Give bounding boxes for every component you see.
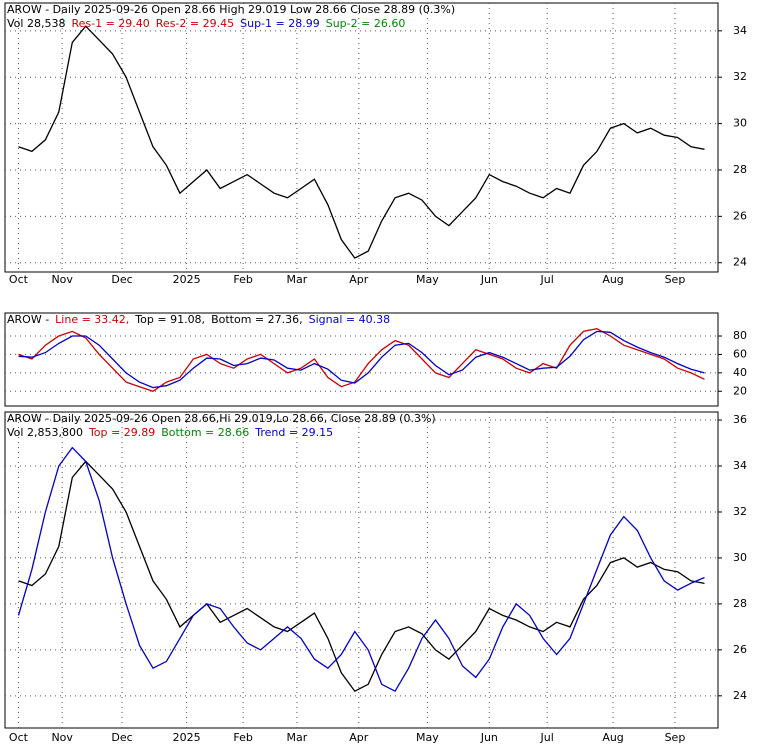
y-tick-label: 20 xyxy=(733,384,747,397)
x-tick-label: Sep xyxy=(665,273,686,286)
x-tick-label: Dec xyxy=(111,731,132,744)
y-tick-label: 40 xyxy=(733,366,747,379)
x-tick-label: 2025 xyxy=(173,273,201,286)
x-tick-label: 2025 xyxy=(173,731,201,744)
legend-entry: Top = 91.08, xyxy=(134,313,205,326)
x-tick-label: Oct xyxy=(9,273,29,286)
panel-title: AROW - Line = 33.42, Top = 91.08, Bottom = … xyxy=(7,313,390,326)
panel-legend: Vol 28,538 Res-1 = 29.40 Res-2 = 29.45 Sup-… xyxy=(7,17,405,30)
legend-entry: Sup-2 = 26.60 xyxy=(326,17,406,30)
price-line xyxy=(18,330,705,389)
y-tick-label: 26 xyxy=(733,209,747,222)
x-tick-label: Aug xyxy=(602,273,623,286)
x-tick-label: Mar xyxy=(287,273,308,286)
x-tick-label: Mar xyxy=(287,731,308,744)
y-tick-label: 26 xyxy=(733,643,747,656)
price-line xyxy=(18,328,705,393)
panel-title: AROW - Daily 2025-09-26 Open 28.66 High … xyxy=(7,3,455,16)
y-tick-label: 28 xyxy=(733,163,747,176)
legend-entry: Trend = 29.15 xyxy=(254,426,333,439)
title-text: AROW - Daily 2025-09-26 Open 28.66 High … xyxy=(7,3,455,16)
panel-legend: Vol 2,853,800 Top = 29.89 Bottom = 28.66 Tr… xyxy=(7,426,333,439)
x-tick-label: Apr xyxy=(349,273,369,286)
title-text: AROW - xyxy=(7,313,49,326)
y-tick-label: 30 xyxy=(733,551,747,564)
y-tick-label: 24 xyxy=(733,689,747,702)
x-tick-label: Oct xyxy=(9,731,29,744)
panel-title: AROW - Daily 2025-09-26 Open 28.66,Hi 29… xyxy=(7,412,436,425)
x-tick-label: May xyxy=(416,731,439,744)
y-tick-label: 30 xyxy=(733,117,747,130)
x-tick-label: Jun xyxy=(480,731,498,744)
y-tick-label: 34 xyxy=(733,459,747,472)
title-text: AROW - Daily 2025-09-26 Open 28.66,Hi 29… xyxy=(7,412,436,425)
y-tick-label: 80 xyxy=(733,329,747,342)
y-tick-label: 36 xyxy=(733,413,747,426)
price-line xyxy=(18,460,705,693)
legend-entry: Top = 29.89 xyxy=(88,426,155,439)
y-tick-label: 24 xyxy=(733,256,747,269)
y-tick-label: 28 xyxy=(733,597,747,610)
panel-frame xyxy=(4,2,719,273)
legend-entry: Bottom = 28.66 xyxy=(161,426,249,439)
legend-entry: Signal = 40.38 xyxy=(309,313,391,326)
y-tick-label: 60 xyxy=(733,347,747,360)
y-tick-label: 32 xyxy=(733,70,747,83)
y-tick-label: 32 xyxy=(733,505,747,518)
x-tick-label: May xyxy=(416,273,439,286)
legend-entry: Line = 33.42, xyxy=(55,313,129,326)
x-tick-label: Jul xyxy=(540,273,554,286)
x-tick-label: Sep xyxy=(665,731,686,744)
x-tick-label: Nov xyxy=(51,731,73,744)
x-tick-label: Aug xyxy=(602,731,623,744)
price-line xyxy=(17,446,705,693)
panel-frame xyxy=(4,411,719,729)
legend-entry: Vol 28,538 xyxy=(7,17,65,30)
legend-entry: Res-2 = 29.45 xyxy=(156,17,234,30)
panel-frame xyxy=(4,312,719,407)
x-tick-label: Jul xyxy=(540,731,554,744)
x-tick-label: Feb xyxy=(233,731,252,744)
price-line xyxy=(18,25,705,259)
x-tick-label: Dec xyxy=(111,273,132,286)
x-tick-label: Apr xyxy=(349,731,369,744)
legend-entry: Bottom = 27.36, xyxy=(211,313,303,326)
y-tick-label: 34 xyxy=(733,24,747,37)
x-tick-label: Feb xyxy=(233,273,252,286)
legend-entry: Vol 2,853,800 xyxy=(7,426,83,439)
legend-entry: Sup-1 = 28.99 xyxy=(240,17,320,30)
x-tick-label: Jun xyxy=(480,273,498,286)
legend-entry: Res-1 = 29.40 xyxy=(71,17,149,30)
x-tick-label: Nov xyxy=(51,273,73,286)
